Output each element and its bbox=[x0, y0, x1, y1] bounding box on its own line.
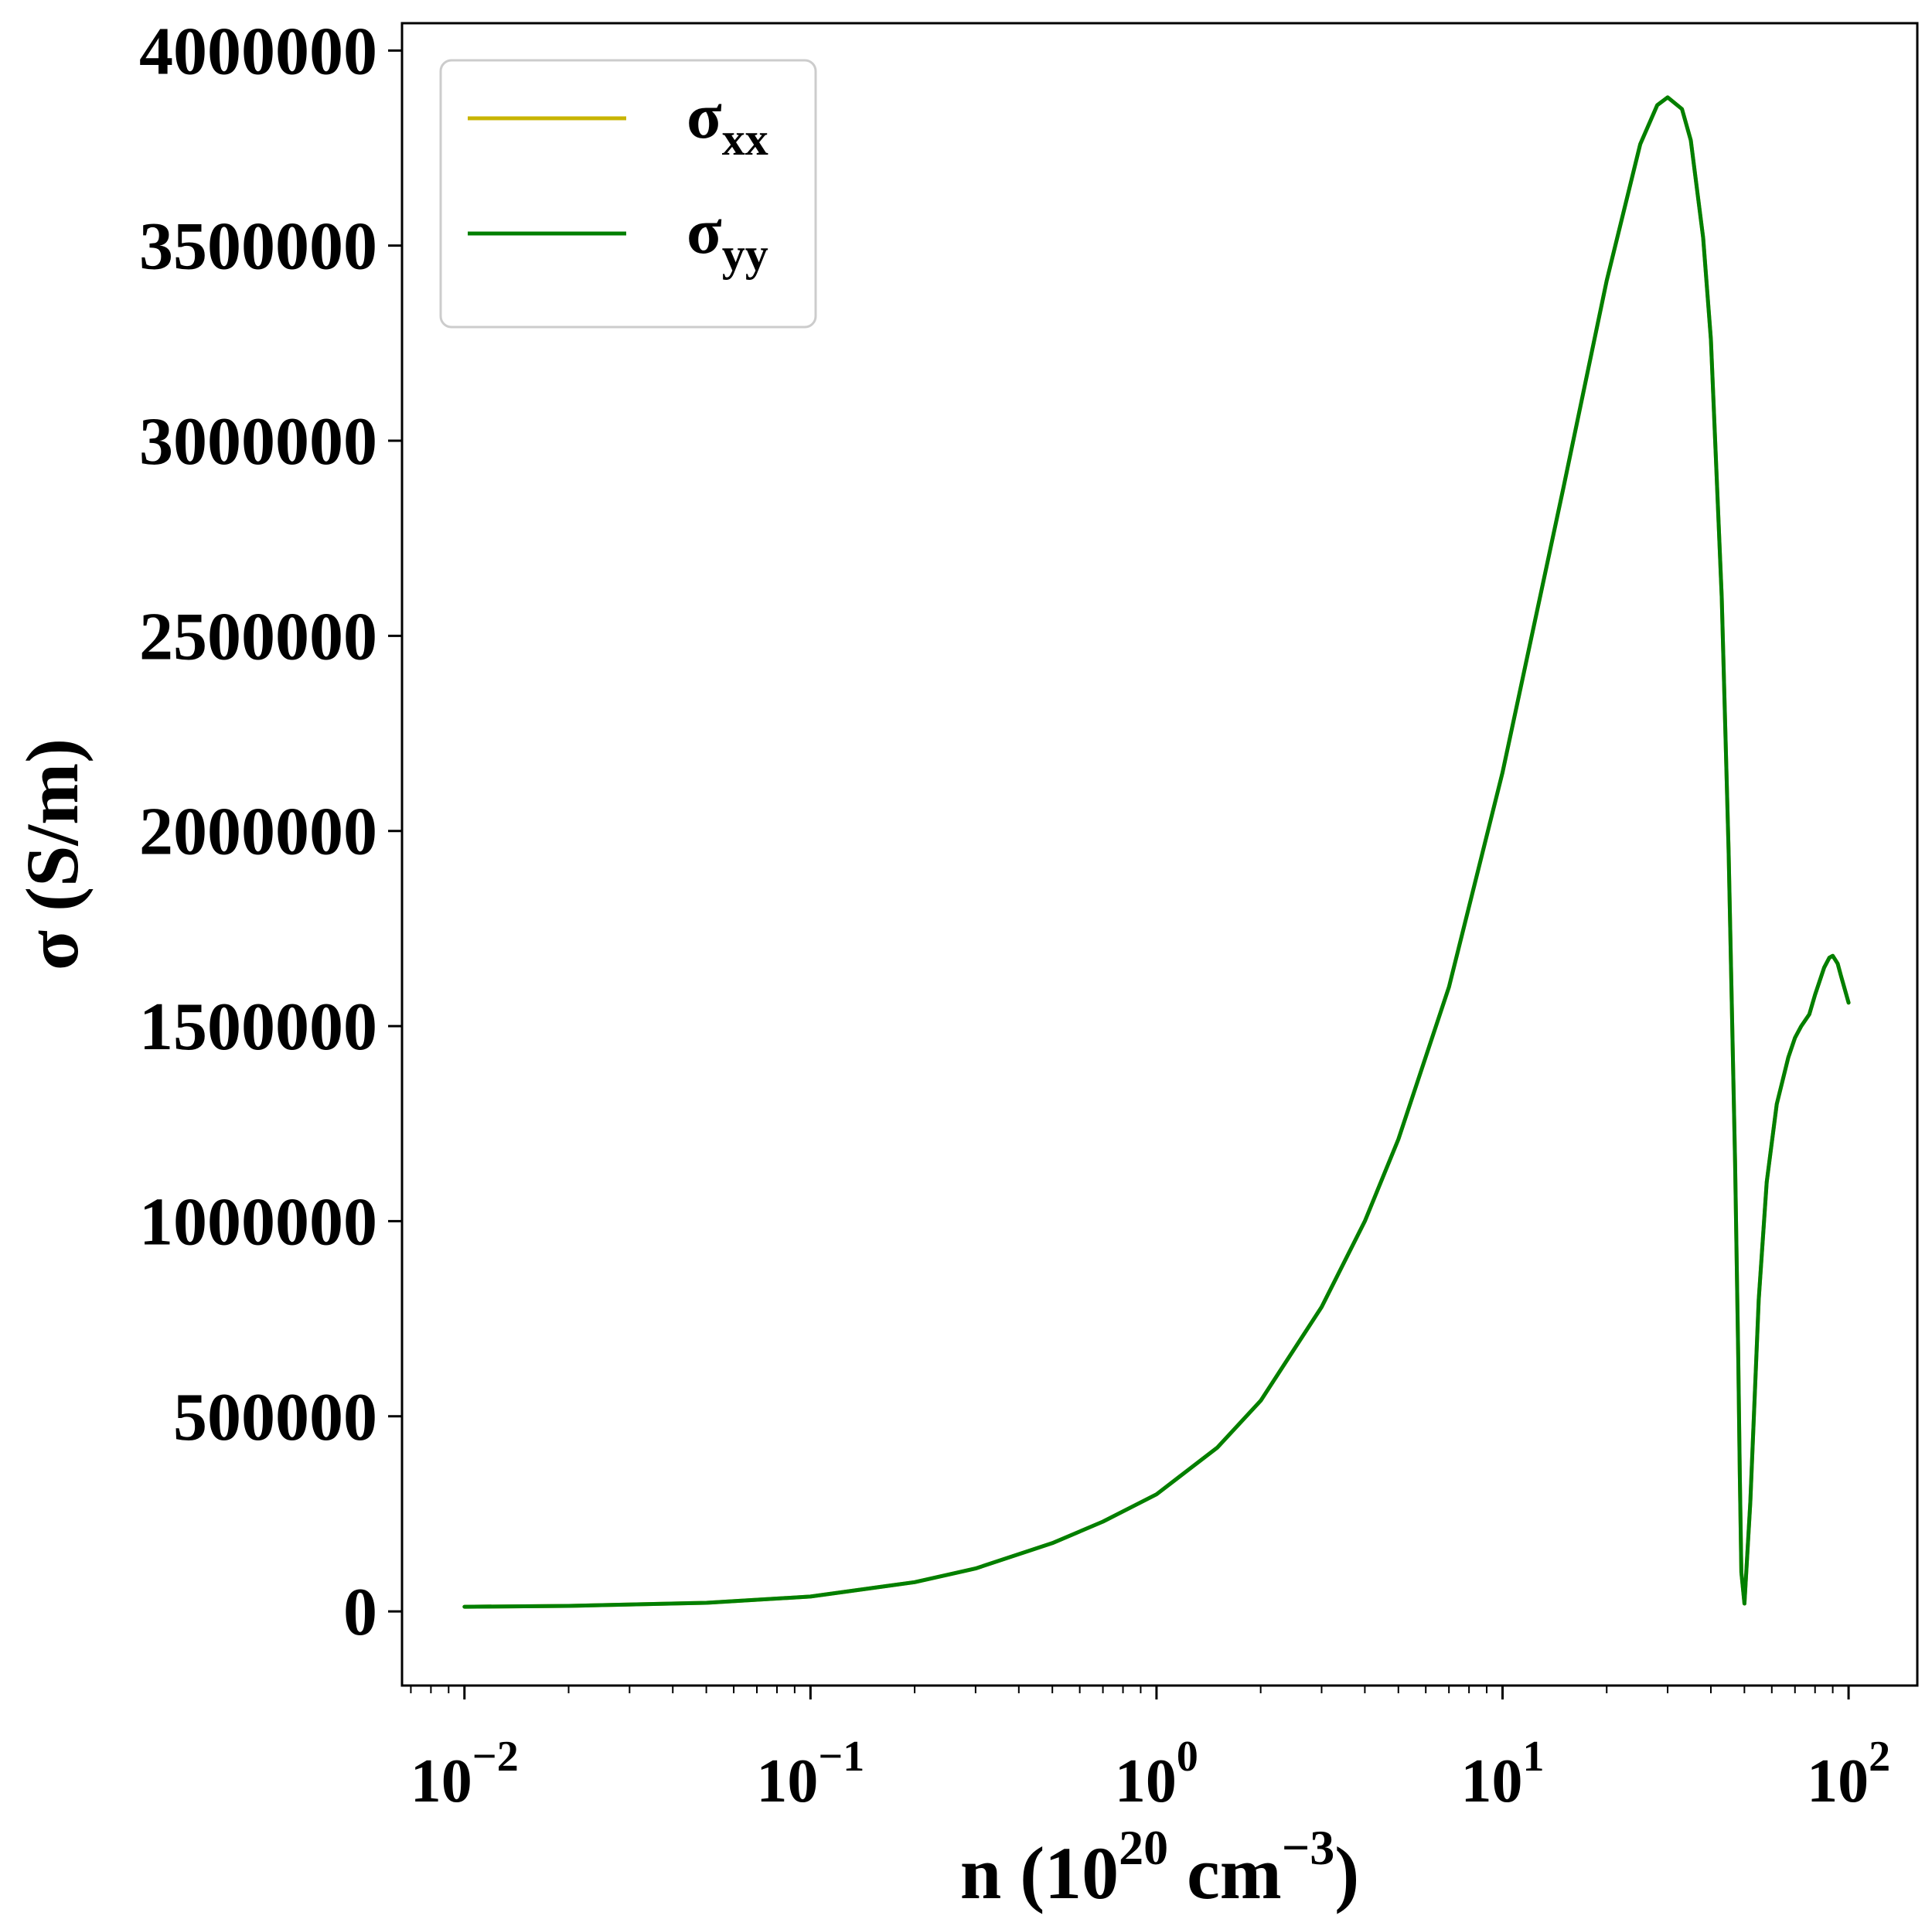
x-tick-label: 100 bbox=[1115, 1733, 1198, 1815]
plot-layer bbox=[462, 95, 1851, 1609]
y-tick-label: 2000000 bbox=[139, 795, 377, 870]
legend-label-sigma-yy-sub: yy bbox=[722, 229, 768, 280]
plot-frame bbox=[400, 22, 1919, 1687]
x-tick-label-exp: 2 bbox=[1869, 1733, 1890, 1781]
legend-label-sigma-yy: σyy bbox=[687, 196, 768, 280]
x-tick-label-exp: −1 bbox=[818, 1733, 864, 1781]
x-tick-label-exp: −2 bbox=[472, 1733, 519, 1781]
x-tick-label-base: 10 bbox=[1115, 1747, 1177, 1815]
x-axis-label-mid: cm bbox=[1168, 1832, 1282, 1914]
x-axis-label-sup2: −3 bbox=[1282, 1820, 1334, 1875]
x-tick-label-base: 10 bbox=[756, 1747, 818, 1815]
legend-label-sigma-xx-sub: xx bbox=[722, 114, 768, 165]
x-axis-label-post: ) bbox=[1334, 1832, 1359, 1914]
x-axis-label-pre: n (10 bbox=[960, 1832, 1119, 1914]
y-tick-label: 500000 bbox=[173, 1380, 377, 1455]
legend-label-sigma-yy-main: σ bbox=[687, 196, 722, 268]
x-tick-label: 10−1 bbox=[756, 1733, 864, 1815]
y-tick-label: 3500000 bbox=[139, 210, 377, 285]
y-axis: 0 500000 1000000 1500000 2000000 2500000 30000… bbox=[139, 14, 402, 1650]
x-axis-label: n (1020 cm−3) bbox=[960, 1820, 1359, 1914]
x-axis: 10−2 10−1 100 101 102 bbox=[410, 1686, 1890, 1815]
x-tick-label-exp: 1 bbox=[1523, 1733, 1545, 1781]
legend: σxx σyy bbox=[439, 59, 817, 329]
legend-label-sigma-xx: σxx bbox=[687, 80, 768, 165]
x-tick-label-exp: 0 bbox=[1177, 1733, 1198, 1781]
x-axis-label-sup1: 20 bbox=[1119, 1820, 1168, 1875]
legend-label-sigma-xx-main: σ bbox=[687, 80, 722, 152]
x-tick-label: 101 bbox=[1461, 1733, 1545, 1815]
y-tick-label: 1500000 bbox=[139, 990, 377, 1065]
y-tick-label: 1000000 bbox=[139, 1185, 377, 1260]
y-tick-label: 0 bbox=[343, 1575, 377, 1650]
y-tick-label: 2500000 bbox=[139, 599, 377, 674]
x-tick-label-base: 10 bbox=[411, 1747, 472, 1815]
y-tick-label: 4000000 bbox=[139, 14, 377, 89]
y-axis-label: σ (S/m) bbox=[11, 738, 94, 970]
x-tick-label-base: 10 bbox=[1807, 1747, 1869, 1815]
x-tick-label-base: 10 bbox=[1461, 1747, 1523, 1815]
series-line-sigma-yy bbox=[462, 95, 1851, 1609]
x-tick-label: 102 bbox=[1807, 1733, 1890, 1815]
y-tick-label: 3000000 bbox=[139, 404, 377, 479]
legend-box bbox=[439, 59, 817, 329]
x-tick-label: 10−2 bbox=[411, 1733, 519, 1815]
